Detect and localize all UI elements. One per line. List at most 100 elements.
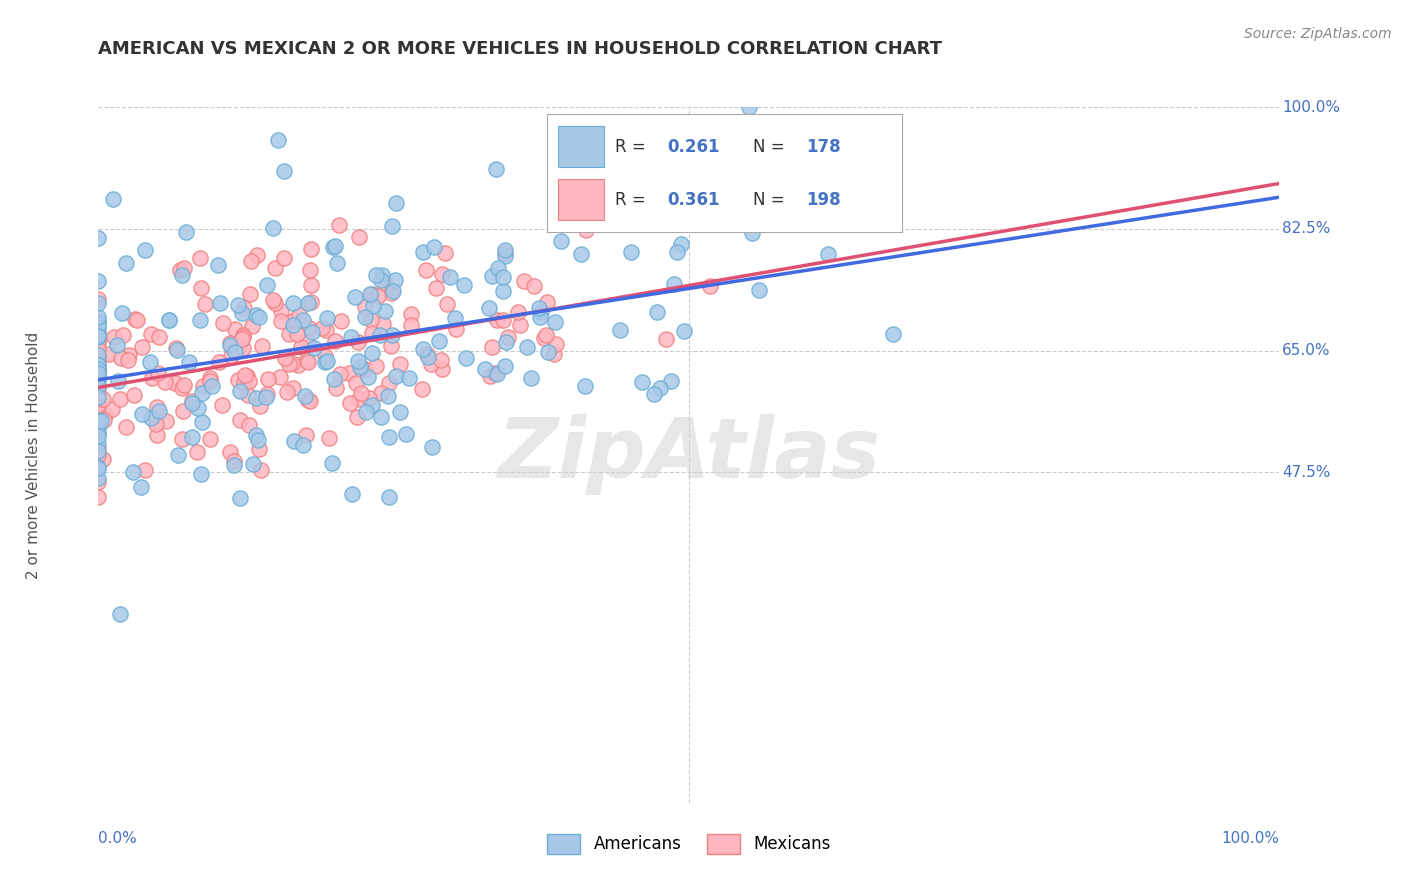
Point [302, 341, 325, 355]
Point [434, 246, 457, 260]
Point [314, 349, 336, 363]
Point [87, 475, 110, 490]
Point [395, 427, 418, 442]
Point [173, 378, 195, 392]
Point [574, 223, 596, 237]
Point [155, 375, 177, 389]
Point [360, 346, 382, 360]
Point [486, 312, 509, 326]
Point [194, 296, 217, 310]
Point [287, 308, 309, 322]
Point [349, 360, 371, 375]
Point [388, 405, 411, 419]
Point [148, 330, 170, 344]
Point [94, 408, 117, 422]
Point [343, 290, 366, 304]
Point [298, 393, 321, 408]
Point [87, 399, 110, 413]
Point [377, 388, 399, 402]
Point [172, 432, 194, 446]
Point [211, 398, 233, 412]
Point [283, 296, 305, 310]
Point [494, 359, 516, 374]
Text: 2 or more Vehicles in Household: 2 or more Vehicles in Household [25, 331, 41, 579]
Point [273, 163, 295, 178]
Point [246, 247, 269, 261]
Point [87, 427, 110, 442]
Point [543, 347, 565, 361]
Point [412, 342, 434, 356]
Point [174, 225, 197, 239]
Point [316, 311, 339, 326]
Point [87, 314, 110, 328]
Point [221, 349, 243, 363]
Point [299, 242, 322, 256]
Point [87, 390, 110, 404]
Point [87, 412, 110, 426]
Point [212, 316, 235, 330]
Point [242, 319, 264, 334]
Point [283, 434, 305, 449]
Point [87, 461, 110, 475]
Point [115, 420, 138, 434]
Point [323, 372, 346, 386]
Point [430, 352, 453, 367]
Point [389, 357, 412, 371]
Point [91, 392, 114, 406]
Point [495, 335, 517, 350]
Point [198, 432, 221, 446]
Point [325, 381, 347, 395]
Point [643, 387, 665, 401]
Point [295, 352, 318, 367]
Point [245, 308, 267, 322]
Point [87, 310, 110, 325]
Point [513, 274, 536, 288]
Point [87, 342, 110, 356]
Point [666, 244, 689, 259]
Point [543, 315, 565, 329]
Point [370, 273, 392, 287]
Point [155, 414, 177, 428]
Point [374, 303, 396, 318]
Point [87, 292, 110, 306]
Point [673, 324, 696, 338]
Point [233, 376, 256, 391]
Point [87, 443, 110, 458]
Point [297, 392, 319, 407]
Point [280, 356, 302, 370]
Point [323, 239, 346, 253]
Point [87, 436, 110, 450]
Point [315, 323, 337, 337]
Point [277, 326, 299, 341]
Point [456, 351, 478, 366]
Point [817, 247, 839, 261]
Point [550, 234, 572, 248]
Point [87, 315, 110, 329]
Point [190, 415, 212, 429]
Point [190, 281, 212, 295]
Point [648, 381, 671, 395]
Point [349, 392, 371, 406]
Point [373, 318, 395, 332]
Point [87, 330, 110, 344]
Point [523, 279, 546, 293]
Point [314, 355, 336, 369]
Point [219, 338, 242, 352]
Point [87, 418, 110, 433]
Point [129, 480, 152, 494]
Point [494, 249, 516, 263]
Point [145, 427, 167, 442]
Point [98, 347, 121, 361]
Point [231, 332, 253, 346]
Point [325, 334, 347, 349]
Point [311, 321, 333, 335]
Point [357, 369, 380, 384]
Point [87, 360, 110, 375]
Point [207, 355, 229, 369]
Point [529, 310, 551, 324]
Point [370, 385, 392, 400]
Point [87, 427, 110, 442]
Point [87, 362, 110, 376]
Point [569, 246, 592, 260]
Point [537, 345, 560, 359]
